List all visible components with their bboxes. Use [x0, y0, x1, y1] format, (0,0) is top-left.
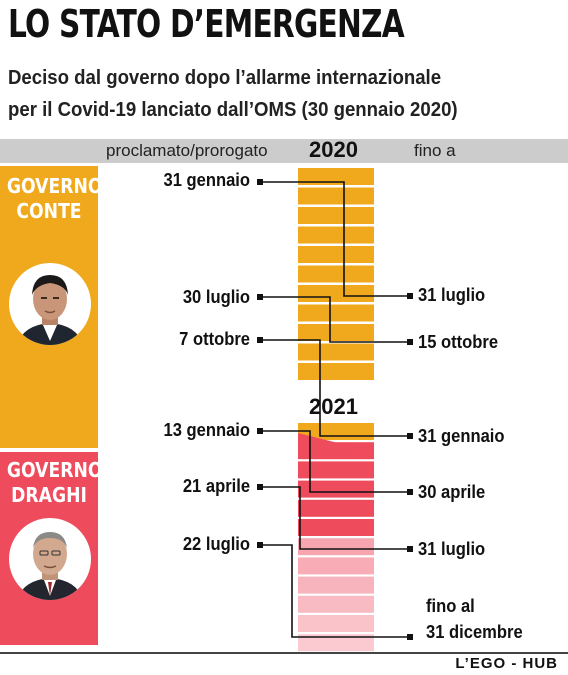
conte-portrait-svg	[17, 275, 83, 345]
period-connector	[260, 430, 410, 493]
bottom-rule	[0, 652, 568, 654]
page-title: LO STATO D’EMERGENZA	[8, 2, 405, 46]
period-connector	[260, 339, 410, 437]
until-date-5: 31 luglio	[418, 539, 486, 559]
proclaimed-date-5: 21 aprile	[182, 476, 250, 496]
end-marker	[407, 634, 413, 640]
month-stripe-2020	[298, 246, 374, 263]
month-stripe-2020	[298, 168, 374, 185]
proclaimed-header: proclamato/prorogato	[106, 141, 268, 160]
month-stripe-2020	[298, 324, 374, 341]
proclaimed-date-6: 22 luglio	[182, 534, 250, 554]
month-stripe-2021	[298, 595, 374, 613]
governo-draghi-line1: GOVERNO	[6, 458, 103, 482]
proclaimed-date-3: 7 ottobre	[179, 329, 250, 349]
until-header: fino a	[414, 141, 456, 160]
governo-conte-line1: GOVERNO	[6, 174, 103, 198]
period-connector	[260, 296, 410, 343]
end-marker	[407, 293, 413, 299]
proclaimed-date-2: 30 luglio	[182, 287, 250, 307]
end-marker	[407, 339, 413, 345]
governo-conte-label: GOVERNO CONTE	[6, 174, 103, 224]
month-stripe-2020	[298, 187, 374, 205]
month-stripe-2020	[298, 226, 374, 244]
transition-wedge	[298, 433, 374, 452]
proclaimed-date-1: 31 gennaio	[163, 170, 250, 190]
end-marker	[407, 546, 413, 552]
month-stripe-2020	[298, 265, 374, 283]
start-marker	[257, 294, 263, 300]
end-marker	[407, 489, 413, 495]
credit-label: L’EGO - HUB	[455, 655, 558, 672]
final-until-line2: 31 dicembre	[426, 622, 523, 642]
month-stripe-2021	[298, 480, 374, 498]
month-stripe-2021	[298, 634, 374, 652]
period-connector	[260, 544, 410, 638]
until-date-3: 31 gennaio	[418, 426, 505, 446]
end-marker	[407, 433, 413, 439]
start-marker	[257, 484, 263, 490]
start-marker	[257, 428, 263, 434]
month-stripe-2020	[298, 363, 374, 380]
month-stripe-2021	[298, 557, 374, 575]
month-stripe-2020	[298, 285, 374, 302]
header-bar	[0, 139, 568, 163]
final-until-line1: fino al	[426, 596, 475, 616]
year-2021-label: 2021	[309, 394, 358, 419]
governo-draghi-line2: DRAGHI	[11, 483, 87, 507]
governo-draghi-label: GOVERNO DRAGHI	[6, 458, 103, 508]
start-marker	[257, 542, 263, 548]
draghi-portrait	[9, 518, 91, 600]
month-stripe-2021	[298, 615, 374, 632]
governo-conte-line2: CONTE	[16, 199, 82, 223]
month-stripe-2021	[298, 538, 374, 556]
until-date-1: 31 luglio	[418, 285, 486, 305]
draghi-portrait-svg	[17, 532, 83, 600]
subtitle-line-1: Deciso dal governo dopo l’allarme intern…	[8, 67, 442, 89]
start-marker	[257, 337, 263, 343]
until-date-2: 15 ottobre	[418, 332, 499, 352]
proclaimed-date-4: 13 gennaio	[163, 420, 250, 440]
month-stripe-2021	[298, 461, 374, 479]
month-stripe-2020	[298, 207, 374, 224]
month-stripe-2020	[298, 343, 374, 361]
period-connector	[260, 486, 410, 550]
timeline-connectors	[257, 179, 413, 640]
conte-portrait	[9, 263, 91, 345]
month-stripe-2021	[298, 519, 374, 536]
timeline-stripes	[298, 168, 374, 652]
start-marker	[257, 179, 263, 185]
subtitle-line-2: per il Covid-19 lanciato dall’OMS (30 ge…	[8, 99, 458, 121]
until-date-4: 30 aprile	[418, 482, 486, 502]
month-stripe-2020	[298, 304, 374, 322]
period-connector	[260, 181, 410, 297]
month-stripe-2021	[298, 499, 374, 517]
year-2020-label: 2020	[309, 137, 358, 162]
month-stripe-2021	[298, 576, 374, 594]
